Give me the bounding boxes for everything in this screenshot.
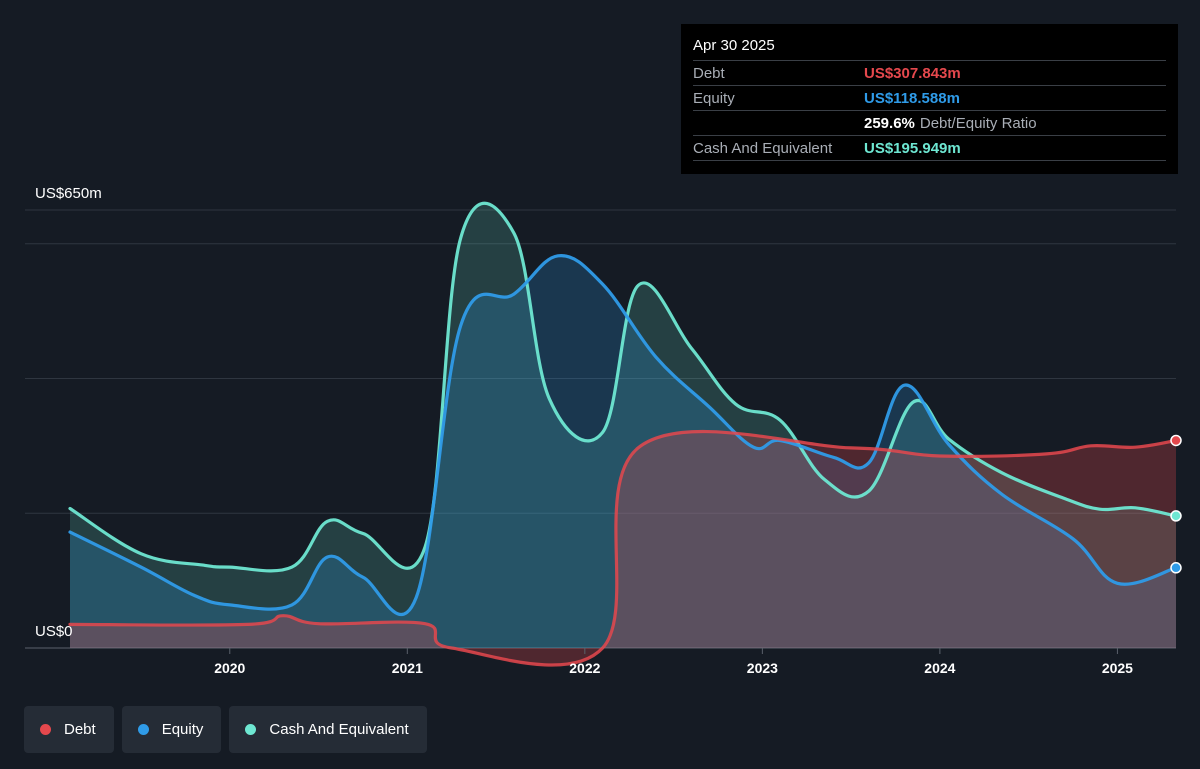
debt-line [68,430,1178,667]
tooltip-cash-row: Cash And Equivalent US$195.949m [693,135,1166,161]
x-tick-label-2024: 2024 [924,660,955,676]
x-tick-label-2020: 2020 [214,660,245,676]
y-axis-top-label: US$650m [35,185,102,202]
cash-and-equivalent-endpoint [1170,510,1182,522]
tooltip-debt-label: Debt [693,64,725,82]
series-areas [70,203,1176,666]
debt-area [70,431,1176,666]
legend-item-debt[interactable]: Debt [24,706,114,753]
equity-area [70,255,1176,648]
cash-and-equivalent-line [68,201,1178,573]
tooltip-equity-value: US$118.588m [864,89,960,107]
equity-endpoint [1170,562,1182,574]
series-endpoints [1170,434,1182,574]
tooltip-date: Apr 30 2025 [693,37,775,54]
x-tick-label-2022: 2022 [569,660,600,676]
x-tick-label-2025: 2025 [1102,660,1133,676]
legend-item-cash[interactable]: Cash And Equivalent [229,706,427,753]
legend-item-equity[interactable]: Equity [121,706,222,753]
equity-line [68,254,1178,617]
legend-cash-label: Cash And Equivalent [269,721,409,738]
gridlines [25,209,1176,649]
legend-debt-dot-icon [40,724,51,735]
tooltip-ratio-label: Debt/Equity Ratio [919,114,1037,132]
x-tick-label-2023: 2023 [747,660,778,676]
tooltip-cash-value: US$195.949m [864,139,961,157]
hover-tooltip: Apr 30 2025 Debt US$307.843m Equity US$1… [681,24,1178,174]
tooltip-equity-label: Equity [693,89,735,107]
y-axis-zero-label: US$0 [35,623,73,640]
legend-cash-dot-icon [245,724,257,735]
debt-endpoint [1170,434,1182,447]
tooltip-ratio-row: 259.6% Debt/Equity Ratio [693,110,1166,135]
x-tick-label-2021: 2021 [392,660,423,676]
chart-legend: Debt Equity Cash And Equivalent [24,706,427,753]
tooltip-equity-row: Equity US$118.588m [693,85,1166,110]
tooltip-ratio-value: 259.6% [864,114,915,132]
tooltip-debt-row: Debt US$307.843m [693,60,1166,85]
cash-and-equivalent-area [70,203,1176,648]
tooltip-debt-value: US$307.843m [864,64,961,82]
legend-debt-label: Debt [64,721,96,738]
legend-equity-dot-icon [137,724,149,735]
x-axis-ticks: 2020 2021 2022 2023 2024 2025 [214,648,1133,676]
legend-equity-label: Equity [161,721,204,738]
tooltip-cash-label: Cash And Equivalent [693,139,833,157]
series-lines [68,201,1178,667]
